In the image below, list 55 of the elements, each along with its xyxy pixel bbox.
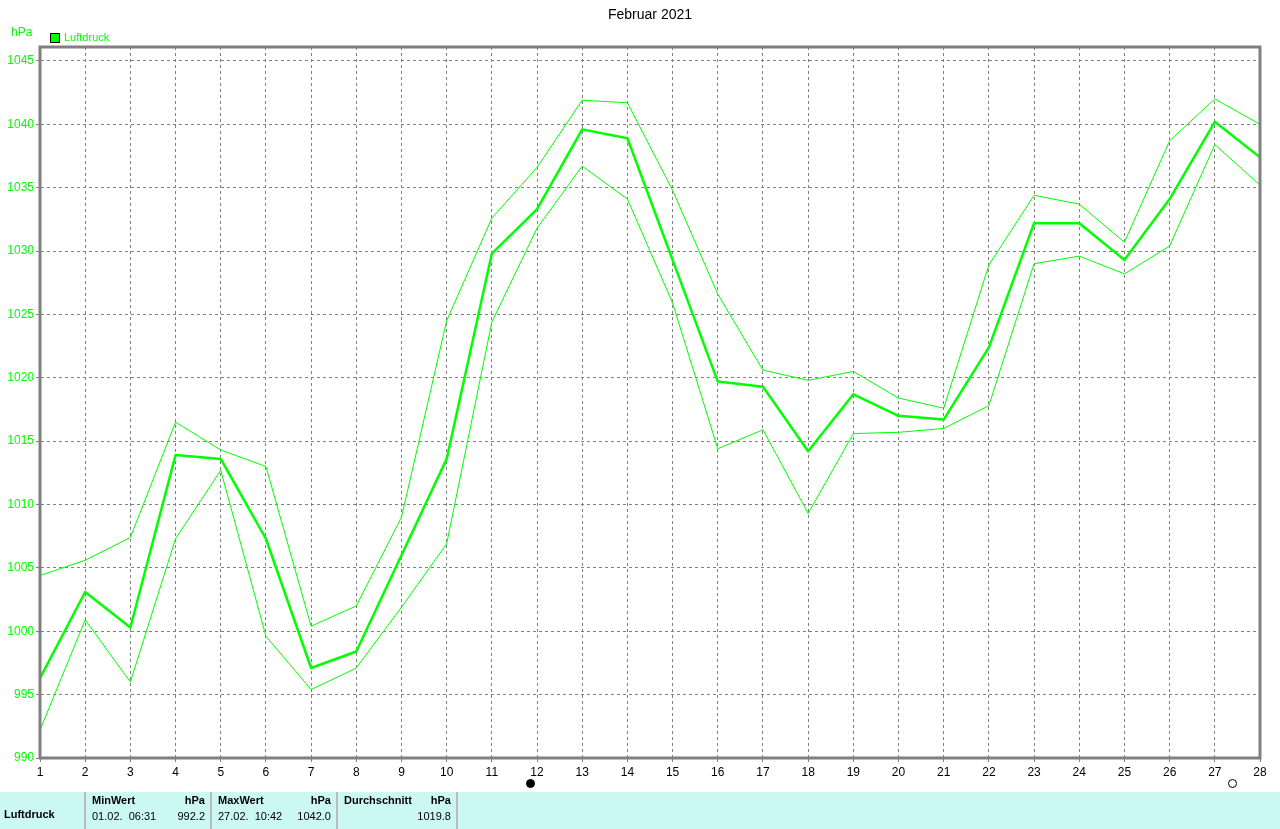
x-tick-label: 24 — [1072, 764, 1087, 779]
x-tick-label: 1 — [36, 764, 44, 779]
text: MinWert — [92, 794, 136, 806]
y-tick-label: 1025 — [7, 306, 35, 321]
y-tick-label: 1015 — [7, 433, 35, 448]
text: 1019.8 — [417, 810, 451, 822]
text: Durchschnitt — [344, 794, 412, 806]
x-tick-label: 9 — [398, 764, 406, 779]
x-tick-label: 5 — [217, 764, 225, 779]
x-tick-label: 6 — [262, 764, 270, 779]
text: 27.02. 10:42 — [218, 810, 283, 822]
legend-label: Luftdruck — [64, 31, 110, 44]
y-tick-label: 1040 — [7, 116, 35, 131]
x-tick-label: 2 — [81, 764, 89, 779]
text: 01.02. 06:31 — [92, 810, 157, 822]
x-tick-label: 8 — [352, 764, 360, 779]
y-tick-label: 990 — [13, 750, 35, 765]
text: 1042.0 — [297, 810, 331, 822]
text: 992.2 — [177, 810, 205, 822]
x-tick-label: 18 — [801, 764, 816, 779]
x-tick-label: 3 — [127, 764, 135, 779]
y-tick-label: 1000 — [7, 623, 35, 638]
y-tick-label: 1045 — [7, 53, 35, 68]
x-tick-label: 11 — [485, 764, 499, 779]
text: hPa — [430, 794, 451, 806]
text: MaxWert — [218, 794, 264, 806]
x-tick-label: 12 — [530, 764, 545, 779]
y-axis-title: hPa — [11, 25, 33, 40]
x-tick-label: 7 — [307, 764, 315, 779]
text: hPa — [184, 794, 205, 806]
x-tick-label: 27 — [1208, 764, 1222, 779]
text: hPa — [310, 794, 331, 806]
x-tick-label: 28 — [1253, 764, 1267, 779]
y-tick-label: 1030 — [7, 243, 35, 258]
y-tick-label: 1005 — [7, 560, 35, 575]
x-tick-label: 20 — [891, 764, 906, 779]
y-tick-label: 1035 — [7, 179, 35, 194]
x-tick-label: 19 — [846, 764, 861, 779]
y-tick-label: 1020 — [7, 370, 35, 385]
x-tick-label: 26 — [1162, 764, 1177, 779]
x-tick-label: 23 — [1027, 764, 1042, 779]
x-tick-label: 16 — [711, 764, 725, 779]
y-tick-label: 1010 — [7, 496, 35, 511]
x-tick-label: 22 — [982, 764, 996, 779]
x-tick-label: 14 — [620, 764, 635, 779]
y-tick-label: 995 — [13, 686, 35, 701]
text: Luftdruck — [4, 808, 55, 820]
x-tick-label: 10 — [439, 764, 454, 779]
x-tick-label: 15 — [665, 764, 680, 779]
x-tick-label: 21 — [937, 764, 951, 779]
x-tick-label: 17 — [756, 764, 770, 779]
x-tick-label: 13 — [575, 764, 590, 779]
x-tick-label: 25 — [1117, 764, 1132, 779]
x-tick-label: 4 — [172, 764, 180, 779]
chart-title: Februar 2021 — [607, 5, 693, 22]
